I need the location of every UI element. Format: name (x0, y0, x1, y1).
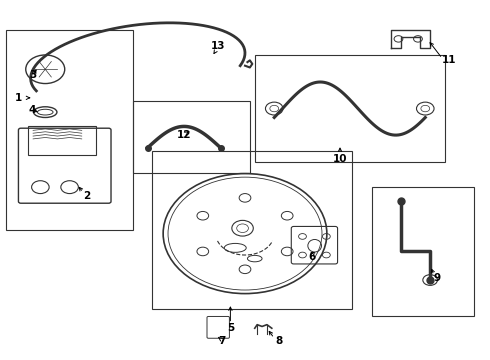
Bar (372, 187, 474, 316)
Bar (152, 152, 352, 309)
Bar (28, 126, 97, 155)
Text: 9: 9 (434, 273, 441, 283)
Bar (255, 55, 445, 162)
Text: 1: 1 (15, 93, 22, 103)
Text: 4: 4 (28, 105, 36, 115)
Text: 2: 2 (83, 191, 90, 201)
Bar (133, 102, 250, 173)
Bar (6, 30, 133, 230)
Text: 11: 11 (441, 55, 456, 65)
Text: 5: 5 (227, 323, 234, 333)
Text: 6: 6 (309, 252, 316, 262)
Text: 12: 12 (177, 130, 192, 140)
Text: 8: 8 (275, 337, 283, 346)
Text: 3: 3 (29, 69, 37, 80)
Text: 13: 13 (211, 41, 225, 51)
Text: 7: 7 (219, 337, 226, 346)
Text: 10: 10 (333, 154, 347, 163)
